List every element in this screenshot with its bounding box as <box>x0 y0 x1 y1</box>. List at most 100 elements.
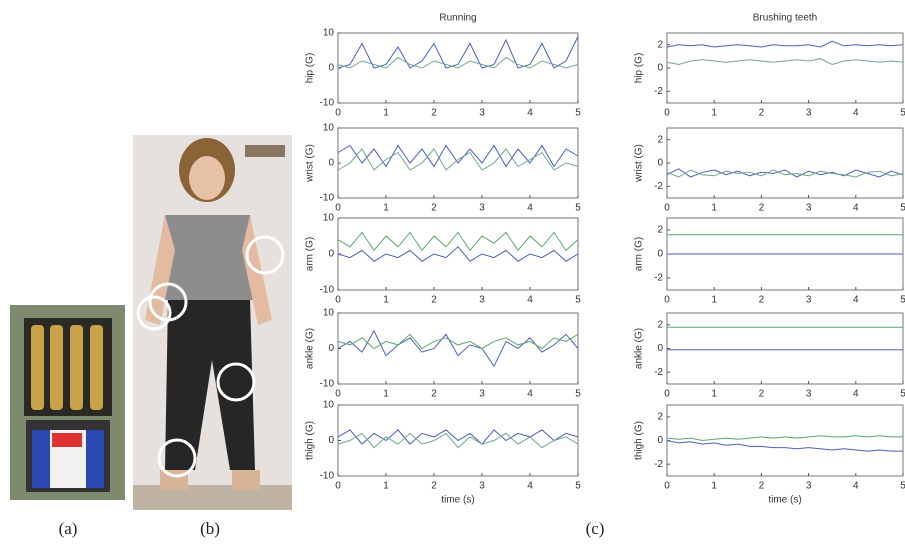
x-tick-label: 3 <box>479 203 485 214</box>
y-tick-label: -2 <box>654 86 663 97</box>
x-tick-label: 1 <box>711 481 717 492</box>
x-tick-label: 5 <box>575 108 581 119</box>
signal-line <box>337 56 579 69</box>
x-tick-label: 2 <box>759 389 765 400</box>
x-tick-label: 1 <box>383 203 389 214</box>
x-tick-label: 4 <box>527 481 533 492</box>
y-tick-label: 0 <box>328 158 334 169</box>
x-tick-label: 4 <box>527 389 533 400</box>
y-axis-label: thigh (G) <box>305 421 316 460</box>
x-tick-label: 3 <box>806 389 812 400</box>
x-tick-label: 1 <box>711 295 717 306</box>
signal-line <box>337 148 579 171</box>
x-tick-label: 4 <box>853 295 859 306</box>
x-axis-label: time (s) <box>768 495 801 506</box>
x-tick-label: 5 <box>900 295 905 306</box>
y-tick-label: 0 <box>657 63 663 74</box>
x-tick-label: 3 <box>479 295 485 306</box>
y-tick-label: -2 <box>654 459 663 470</box>
chart-title: Brushing teeth <box>753 13 818 24</box>
x-tick-label: 2 <box>759 203 765 214</box>
signal-line <box>337 432 579 449</box>
y-axis-label: hip (G) <box>634 53 645 84</box>
signal-line <box>337 246 579 262</box>
x-tick-label: 0 <box>335 389 341 400</box>
y-tick-label: 2 <box>657 319 663 330</box>
y-tick-label: -2 <box>654 273 663 284</box>
x-tick-label: 0 <box>664 481 670 492</box>
y-tick-label: -2 <box>654 367 663 378</box>
x-tick-label: 4 <box>853 481 859 492</box>
y-tick-label: 10 <box>323 123 335 134</box>
y-axis-label: wrist (G) <box>305 144 316 183</box>
x-tick-label: 1 <box>711 108 717 119</box>
y-tick-label: 10 <box>323 28 335 39</box>
y-tick-label: -2 <box>654 181 663 192</box>
x-tick-label: 1 <box>711 203 717 214</box>
y-tick-label: 10 <box>323 400 335 411</box>
plot-frame <box>337 217 579 291</box>
x-tick-label: 2 <box>431 108 437 119</box>
y-tick-label: -10 <box>320 193 335 204</box>
x-tick-label: 3 <box>479 108 485 119</box>
x-tick-label: 2 <box>431 203 437 214</box>
x-tick-label: 2 <box>431 295 437 306</box>
person-photo <box>133 135 292 510</box>
x-tick-label: 1 <box>383 108 389 119</box>
signal-line <box>666 435 903 442</box>
x-tick-label: 5 <box>900 389 905 400</box>
y-tick-label: 0 <box>328 249 334 260</box>
x-tick-label: 2 <box>759 295 765 306</box>
y-axis-label: ankle (G) <box>634 328 645 369</box>
panel-label: (b) <box>200 519 220 538</box>
y-tick-label: 10 <box>323 308 335 319</box>
x-tick-label: 5 <box>575 481 581 492</box>
plot-frame <box>666 127 904 199</box>
y-axis-label: hip (G) <box>305 53 316 84</box>
x-tick-label: 4 <box>527 203 533 214</box>
signal-line <box>337 329 579 368</box>
y-tick-label: 2 <box>657 39 663 50</box>
y-axis-label: ankle (G) <box>305 328 316 369</box>
signal-line <box>666 440 903 452</box>
y-tick-label: 0 <box>657 435 663 446</box>
signal-line <box>337 231 579 252</box>
x-tick-label: 1 <box>383 295 389 306</box>
y-axis-label: thigh (G) <box>634 421 645 460</box>
plot-frame <box>666 32 904 104</box>
signal-line <box>666 169 904 178</box>
y-tick-label: 0 <box>657 158 663 169</box>
signal-line <box>337 36 579 69</box>
y-tick-label: -10 <box>320 285 335 296</box>
signal-line <box>666 58 904 66</box>
x-tick-label: 4 <box>527 295 533 306</box>
x-tick-label: 5 <box>900 108 905 119</box>
x-tick-label: 4 <box>853 108 859 119</box>
x-tick-label: 3 <box>479 481 485 492</box>
y-tick-label: 0 <box>657 249 663 260</box>
y-axis-label: wrist (G) <box>634 144 645 183</box>
x-tick-label: 5 <box>900 203 905 214</box>
x-tick-label: 4 <box>853 389 859 400</box>
y-tick-label: 0 <box>328 63 334 74</box>
x-tick-label: 3 <box>479 389 485 400</box>
x-tick-label: 0 <box>664 203 670 214</box>
x-tick-label: 3 <box>806 108 812 119</box>
x-tick-label: 2 <box>431 481 437 492</box>
x-tick-label: 0 <box>664 295 670 306</box>
x-tick-label: 2 <box>759 481 765 492</box>
panel-label: (a) <box>59 519 78 538</box>
x-tick-label: 5 <box>900 481 905 492</box>
signal-line <box>337 429 579 445</box>
x-tick-label: 5 <box>575 295 581 306</box>
x-tick-label: 0 <box>335 295 341 306</box>
x-tick-label: 3 <box>806 295 812 306</box>
x-tick-label: 0 <box>664 108 670 119</box>
x-tick-label: 2 <box>759 108 765 119</box>
y-tick-label: 10 <box>323 213 335 224</box>
y-tick-label: 0 <box>328 435 334 446</box>
x-tick-label: 1 <box>383 389 389 400</box>
x-tick-label: 0 <box>335 481 341 492</box>
signal-line <box>666 168 904 178</box>
